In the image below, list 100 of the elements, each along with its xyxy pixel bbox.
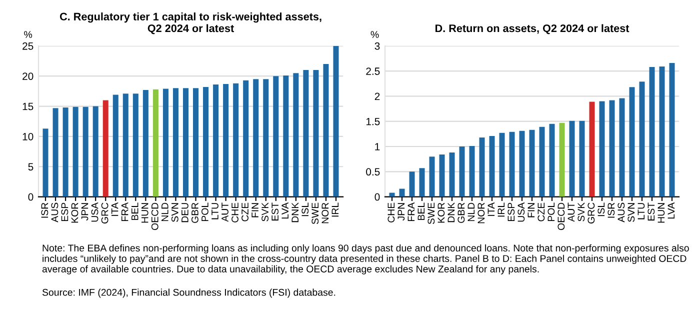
bar <box>112 94 118 197</box>
bar <box>72 106 78 197</box>
bar <box>639 82 645 197</box>
x-tick-label: USA <box>91 202 98 222</box>
bar <box>233 83 239 197</box>
x-tick-label: ITA <box>111 202 118 216</box>
x-tick-label: NOR <box>478 202 485 224</box>
x-tick-label: IRL <box>498 202 505 217</box>
x-tick-label: FIN <box>252 203 258 218</box>
x-tick-label: LTU <box>212 203 218 220</box>
x-tick-label: LVA <box>282 202 288 218</box>
bar <box>419 168 425 197</box>
x-tick-label: USA <box>518 202 525 222</box>
bar <box>162 88 168 197</box>
y-tick-label: 15 <box>22 102 34 110</box>
x-tick-label: ISL <box>598 202 605 216</box>
bar <box>459 146 465 197</box>
x-tick-label: NLD <box>468 202 475 222</box>
bar <box>499 132 505 197</box>
x-tick-label: GRC <box>588 202 595 224</box>
bar <box>579 120 585 197</box>
bar <box>439 154 445 197</box>
bar <box>449 152 455 197</box>
x-tick-label: DEU <box>182 203 188 222</box>
y-tick-label: 25 <box>22 42 34 50</box>
x-tick-label: SWE <box>428 202 435 224</box>
y-tick-label: 5 <box>28 163 34 170</box>
x-tick-label: OECD <box>558 202 565 230</box>
x-tick-label: KOR <box>438 202 445 223</box>
bar <box>203 86 209 197</box>
bar <box>529 130 535 197</box>
x-tick-label: HUN <box>658 203 665 223</box>
x-tick-label: DNK <box>292 202 298 222</box>
x-tick-label: CZE <box>538 202 545 222</box>
bar <box>399 188 405 197</box>
bar <box>213 84 219 197</box>
y-axis-title: % <box>370 31 379 38</box>
bar <box>549 124 555 197</box>
x-tick-label: EST <box>648 202 655 220</box>
y-axis-title: % <box>24 31 32 38</box>
x-tick-label: AUS <box>618 202 625 222</box>
y-tick-label: 10 <box>22 132 34 140</box>
y-tick-label: 1.5 <box>366 118 380 126</box>
x-tick-label: SVN <box>628 203 635 222</box>
bar <box>609 100 615 197</box>
x-tick-label: EST <box>272 202 278 220</box>
bar <box>193 88 199 197</box>
x-tick-label: NLD <box>162 202 168 222</box>
bar <box>172 88 178 197</box>
bar <box>539 126 545 197</box>
bar <box>293 73 299 197</box>
bar <box>519 130 525 197</box>
y-tick-label: 20 <box>22 72 34 80</box>
x-tick-label: FRA <box>408 202 415 221</box>
x-tick-label: LVA <box>668 202 675 218</box>
chart-title: D. Return on assets, Q2 2024 or latest <box>435 24 630 34</box>
x-tick-label: FIN <box>528 203 535 218</box>
x-tick-label: AUT <box>568 202 575 222</box>
bar <box>333 46 339 197</box>
y-tick-label: 2.5 <box>366 68 380 75</box>
x-tick-label: ESP <box>508 202 515 222</box>
y-tick-label: 0.5 <box>366 168 380 176</box>
x-tick-label: POL <box>548 202 555 222</box>
x-tick-label: ISR <box>608 202 615 218</box>
bar <box>479 137 485 197</box>
bar <box>469 146 475 197</box>
x-tick-label: FRA <box>121 202 128 221</box>
x-tick-label: KOR <box>71 202 78 223</box>
bar <box>569 120 575 197</box>
x-tick-label: AUT <box>222 202 228 222</box>
y-tick-label: 0 <box>374 193 380 201</box>
bar <box>102 100 108 197</box>
bar <box>132 94 138 197</box>
x-tick-label: CHE <box>232 202 238 222</box>
bar <box>243 80 249 197</box>
y-tick-label: 3 <box>374 42 380 50</box>
bar <box>323 64 329 197</box>
x-tick-label: SVK <box>262 202 268 222</box>
bar <box>122 94 128 197</box>
bar <box>283 75 289 197</box>
x-tick-label: CZE <box>242 202 248 222</box>
x-tick-label: GRC <box>101 202 108 224</box>
bar <box>62 107 68 197</box>
x-tick-label: OECD <box>151 202 158 230</box>
bar <box>253 79 259 197</box>
x-tick-label: NOR <box>322 202 329 224</box>
x-tick-label: GBR <box>191 202 198 223</box>
bar <box>589 102 595 197</box>
source-note: Source: IMF (2024), Financial Soundness Indicators (FSI) database. <box>42 288 336 298</box>
x-tick-label: CHE <box>388 202 395 222</box>
x-tick-label: LTU <box>638 203 645 220</box>
bar <box>489 136 495 197</box>
bar <box>92 106 98 197</box>
bar <box>182 88 188 197</box>
bar <box>303 70 309 197</box>
bar <box>82 106 88 197</box>
bar <box>52 108 58 197</box>
bar <box>273 76 279 197</box>
bar <box>223 84 229 197</box>
x-tick-label: ISL <box>302 202 309 216</box>
